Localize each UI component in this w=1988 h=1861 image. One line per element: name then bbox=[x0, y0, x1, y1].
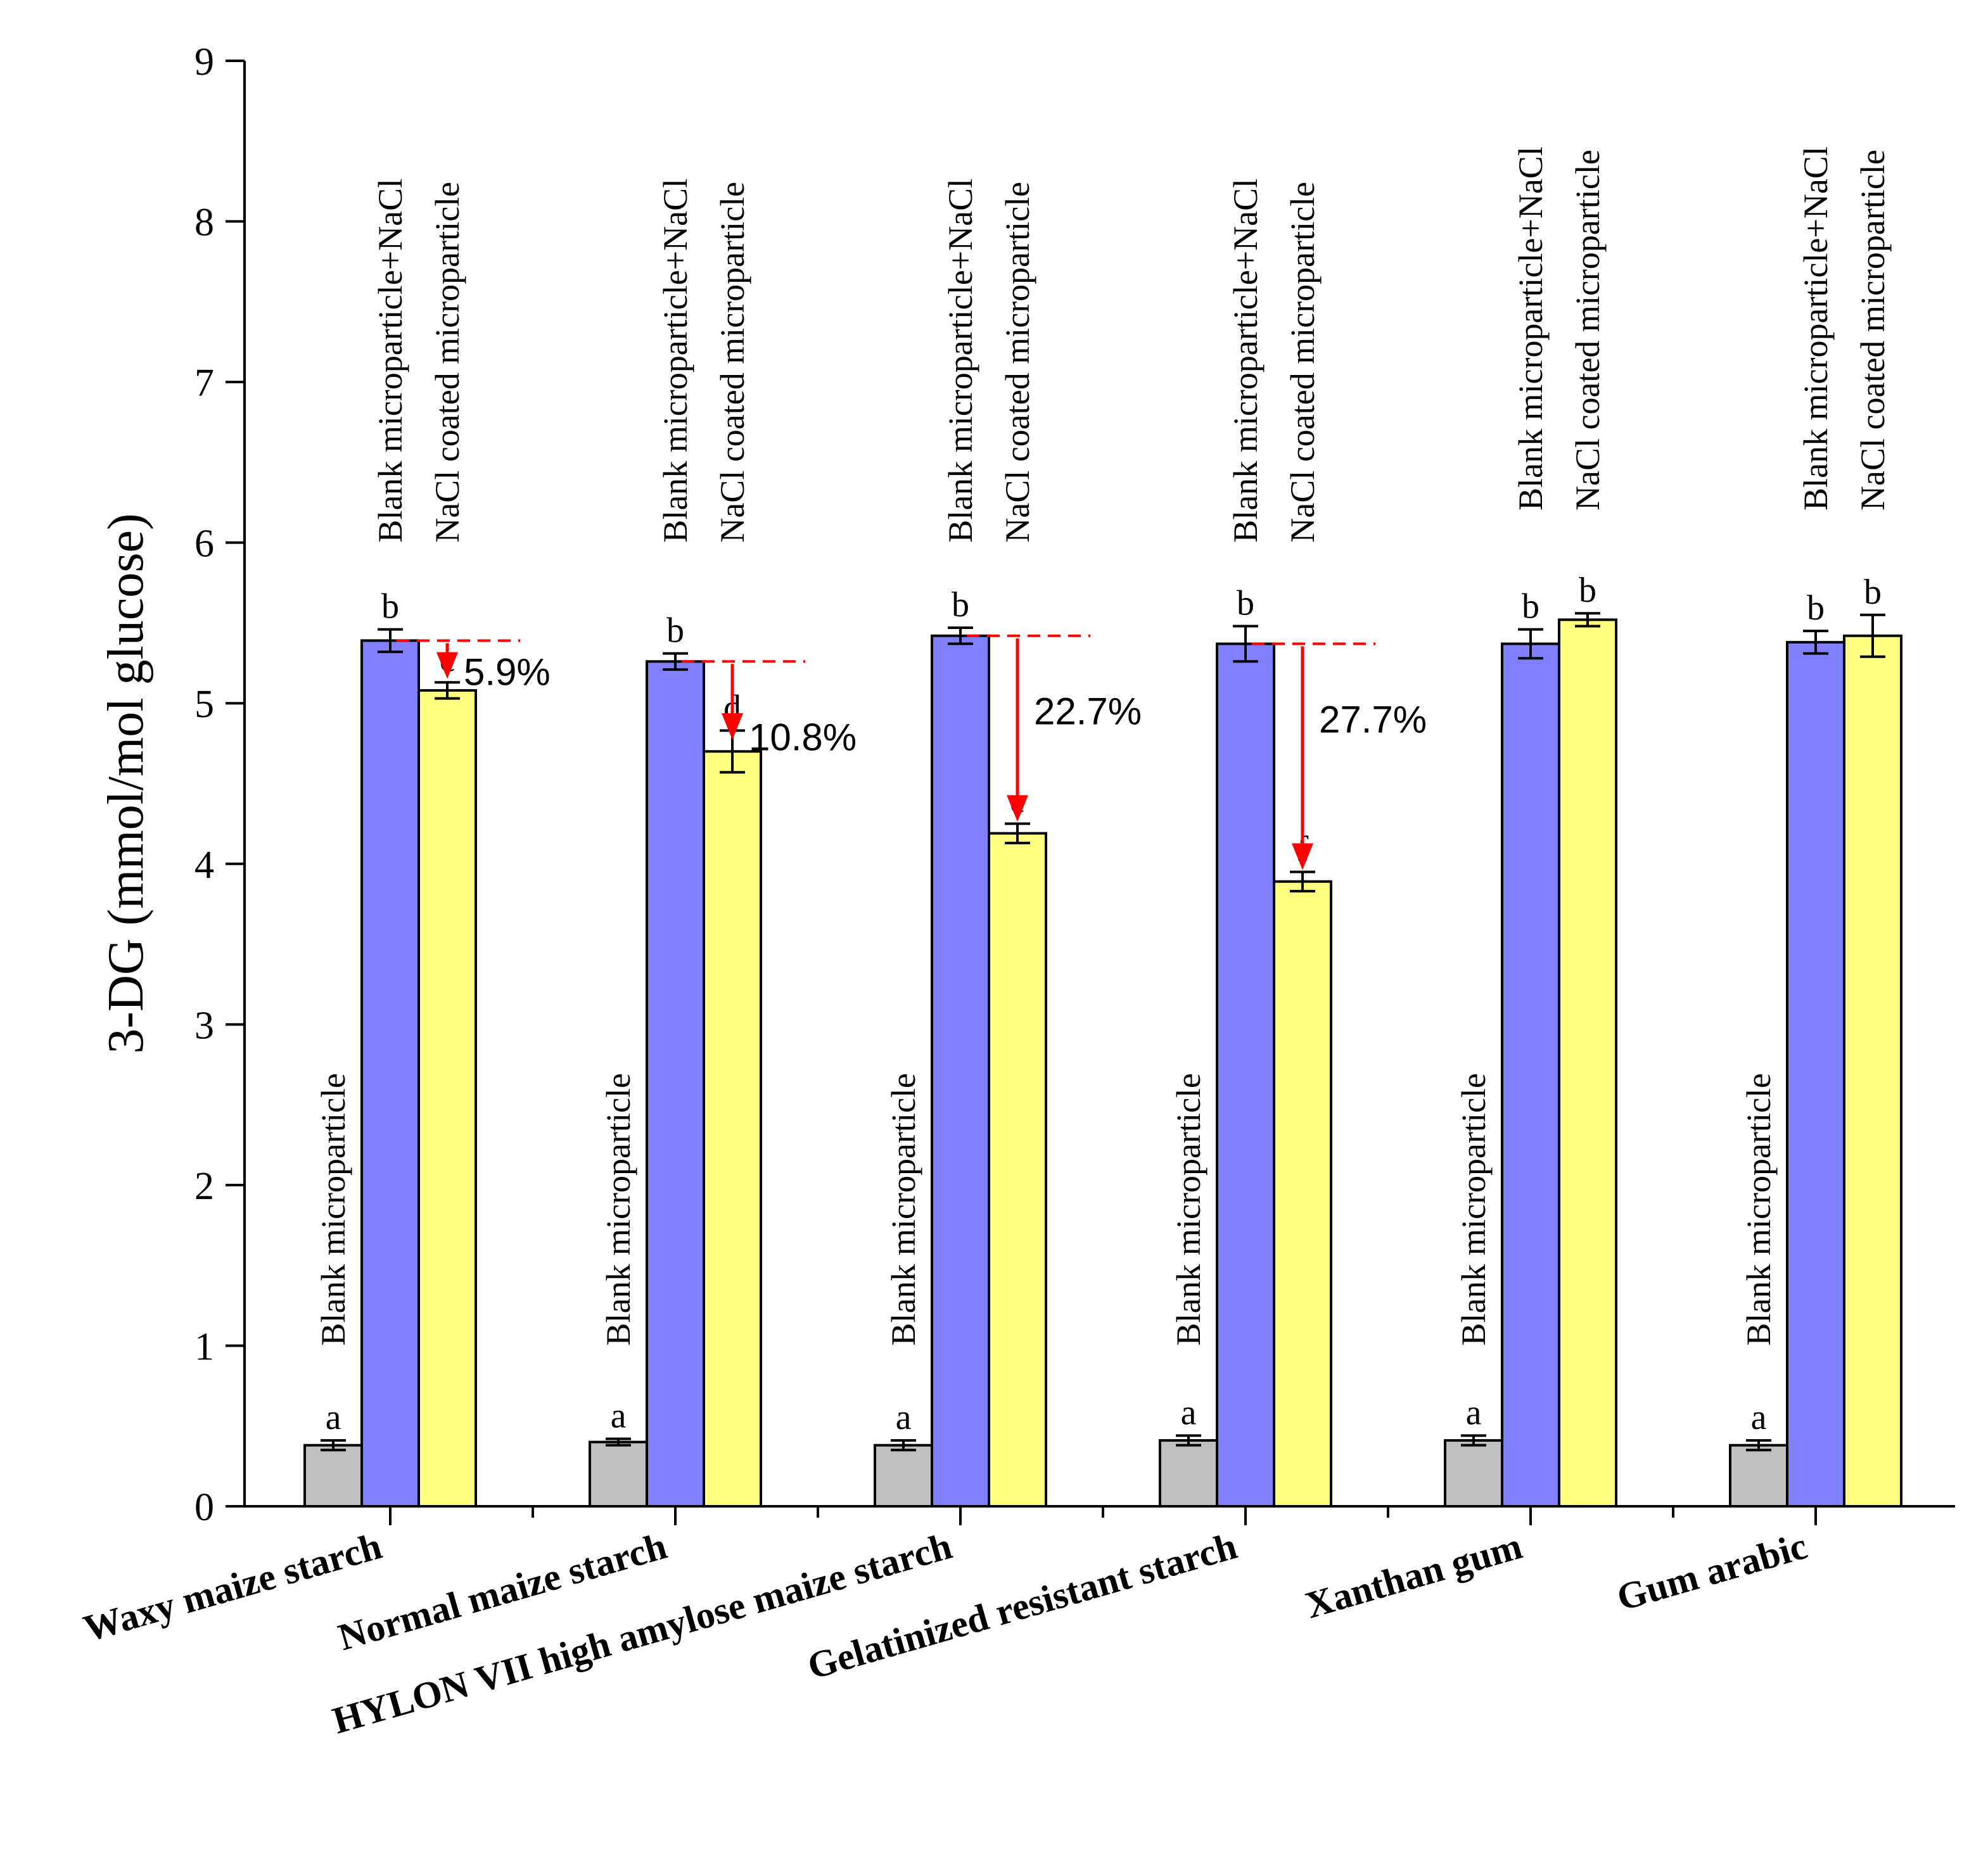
y-tick-label: 0 bbox=[194, 1486, 214, 1529]
significance-letter: b bbox=[381, 587, 399, 626]
significance-letter: b bbox=[1237, 584, 1254, 623]
series-label: Blank microparticle bbox=[1455, 1073, 1493, 1345]
bar bbox=[1729, 1444, 1788, 1508]
bar bbox=[1444, 1439, 1503, 1508]
significance-letter: a bbox=[326, 1398, 341, 1437]
significance-letter: a bbox=[896, 1398, 912, 1437]
y-tick-label: 8 bbox=[194, 201, 214, 245]
y-tick-label: 5 bbox=[194, 683, 214, 726]
annotations: 5.9% 10.8% 22.7% 27.7% bbox=[397, 634, 1427, 870]
bar bbox=[1216, 642, 1275, 1508]
y-tick-label: 1 bbox=[194, 1325, 214, 1368]
bar bbox=[417, 689, 477, 1508]
bar bbox=[1843, 634, 1902, 1508]
y-tick-label: 9 bbox=[194, 41, 214, 84]
significance-letter: b bbox=[1579, 571, 1596, 610]
series-label: Blank microparticle bbox=[884, 1073, 922, 1345]
series-label: NaCl coated microparticle bbox=[1854, 149, 1892, 511]
significance-letter: a bbox=[611, 1397, 627, 1436]
x-tick-label: Gum arabic bbox=[1612, 1525, 1812, 1618]
bar bbox=[1501, 642, 1560, 1508]
y-tick-label: 4 bbox=[194, 844, 214, 887]
series-label: NaCl coated microparticle bbox=[998, 182, 1036, 543]
reduction-percentage: 22.7% bbox=[1034, 690, 1142, 733]
x-tick-label: Xanthan gum bbox=[1301, 1525, 1526, 1626]
bar bbox=[646, 660, 705, 1508]
y-axis-label: 3-DG (mmol/mol glucose) bbox=[98, 513, 154, 1053]
series-label: Blank microparticle+NaCl bbox=[1797, 146, 1835, 511]
series-label: NaCl coated microparticle bbox=[1569, 149, 1607, 511]
reduction-percentage: 27.7% bbox=[1319, 698, 1427, 740]
arrow-head bbox=[1007, 795, 1028, 822]
bar bbox=[360, 639, 420, 1508]
series-label: NaCl coated microparticle bbox=[428, 182, 466, 543]
series-label: Blank microparticle+NaCl bbox=[941, 179, 979, 543]
y-ticks: 0 1 2 3 4 5 6 7 8 9 bbox=[194, 41, 245, 1529]
bar bbox=[988, 832, 1047, 1508]
significance-letter: b bbox=[1864, 573, 1882, 612]
bars: abcabdabeabfabbabbBlank microparticleBla… bbox=[303, 146, 1902, 1508]
bar bbox=[303, 1444, 363, 1508]
arrow-head bbox=[1292, 843, 1313, 870]
series-label: Blank microparticle bbox=[1169, 1073, 1207, 1345]
significance-letter: a bbox=[1466, 1393, 1482, 1432]
y-tick-label: 7 bbox=[194, 362, 214, 405]
reduction-percentage: 10.8% bbox=[749, 716, 857, 758]
series-label: NaCl coated microparticle bbox=[1284, 182, 1322, 543]
series-label: Blank microparticle+NaCl bbox=[1227, 179, 1265, 543]
significance-letter: b bbox=[1522, 587, 1539, 626]
axes bbox=[243, 61, 1955, 1508]
bar bbox=[589, 1440, 648, 1508]
bar bbox=[1159, 1439, 1218, 1508]
significance-letter: b bbox=[952, 585, 969, 625]
series-label: Blank microparticle+NaCl bbox=[1512, 146, 1550, 511]
arrow-head bbox=[722, 713, 743, 740]
y-tick-label: 2 bbox=[194, 1165, 214, 1208]
bar bbox=[703, 750, 762, 1508]
significance-letter: a bbox=[1181, 1393, 1197, 1432]
bar bbox=[931, 634, 990, 1508]
y-tick-label: 3 bbox=[194, 1004, 214, 1047]
significance-letter: b bbox=[666, 611, 684, 651]
series-label: Blank microparticle+NaCl bbox=[656, 179, 694, 543]
series-label: Blank microparticle bbox=[314, 1073, 352, 1345]
bar bbox=[874, 1444, 933, 1508]
bar bbox=[1273, 880, 1332, 1508]
series-label: Blank microparticle+NaCl bbox=[371, 179, 409, 543]
significance-letter: b bbox=[1807, 588, 1825, 628]
significance-letter: a bbox=[1751, 1398, 1767, 1437]
arrow-head bbox=[436, 652, 458, 679]
y-tick-label: 6 bbox=[194, 523, 214, 566]
series-label: NaCl coated microparticle bbox=[713, 182, 751, 543]
reduction-percentage: 5.9% bbox=[464, 651, 551, 693]
series-label: Blank microparticle bbox=[599, 1073, 637, 1345]
bar bbox=[1558, 618, 1617, 1508]
bar bbox=[1786, 640, 1845, 1508]
series-label: Blank microparticle bbox=[1740, 1073, 1778, 1345]
